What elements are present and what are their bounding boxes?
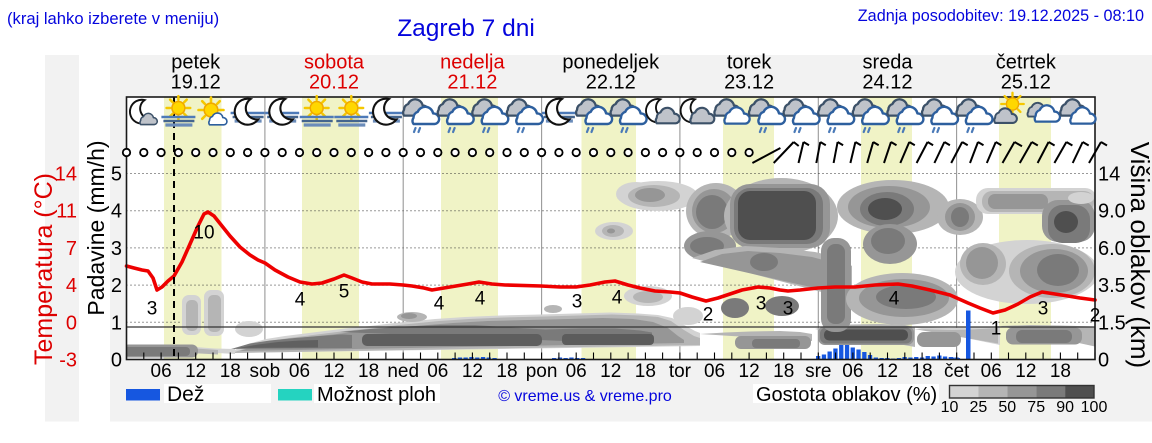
- svg-text:1.5: 1.5: [1098, 312, 1126, 334]
- svg-text:06: 06: [289, 361, 310, 382]
- svg-text:50: 50: [998, 399, 1016, 416]
- svg-text:18: 18: [773, 361, 794, 382]
- svg-text:nedelja: nedelja: [440, 52, 505, 74]
- svg-text:pon: pon: [526, 361, 558, 382]
- svg-text:3: 3: [783, 299, 794, 320]
- svg-text:1: 1: [111, 312, 122, 334]
- svg-text:4: 4: [66, 275, 77, 297]
- svg-text:5: 5: [111, 164, 122, 186]
- svg-text:25.12: 25.12: [1001, 72, 1051, 94]
- svg-text:3: 3: [147, 299, 158, 320]
- svg-text:4: 4: [889, 289, 900, 310]
- svg-text:4: 4: [475, 289, 486, 310]
- svg-text:-3: -3: [59, 350, 77, 372]
- svg-text:11: 11: [56, 201, 77, 223]
- svg-text:90: 90: [1056, 399, 1074, 416]
- svg-text:0: 0: [66, 312, 77, 334]
- svg-text:3.5: 3.5: [1098, 275, 1126, 297]
- svg-text:torek: torek: [727, 52, 772, 74]
- svg-text:sob: sob: [250, 361, 281, 382]
- svg-text:3: 3: [111, 238, 122, 260]
- svg-text:3: 3: [756, 294, 767, 315]
- svg-text:0: 0: [111, 350, 122, 372]
- svg-text:Gostota oblakov (%): Gostota oblakov (%): [756, 384, 937, 406]
- svg-text:12: 12: [323, 361, 344, 382]
- svg-text:ponedeljek: ponedeljek: [562, 52, 660, 74]
- svg-text:4: 4: [612, 288, 623, 309]
- svg-text:sreda: sreda: [862, 52, 913, 74]
- svg-text:06: 06: [704, 361, 725, 382]
- svg-text:Dež: Dež: [167, 383, 204, 406]
- svg-text:12: 12: [1015, 361, 1036, 382]
- svg-text:2: 2: [1090, 306, 1101, 327]
- svg-text:21.12: 21.12: [447, 72, 497, 94]
- svg-text:sre: sre: [805, 361, 831, 382]
- svg-text:23.12: 23.12: [724, 72, 774, 94]
- svg-text:Padavine (mm/h): Padavine (mm/h): [83, 140, 109, 315]
- svg-text:tor: tor: [669, 361, 692, 382]
- svg-text:Zagreb 7 dni: Zagreb 7 dni: [397, 15, 535, 42]
- svg-text:(kraj lahko izberete v meniju): (kraj lahko izberete v meniju): [7, 9, 219, 28]
- svg-text:18: 18: [1050, 361, 1071, 382]
- svg-text:2: 2: [703, 305, 714, 326]
- svg-text:18: 18: [358, 361, 379, 382]
- svg-text:18: 18: [635, 361, 656, 382]
- svg-text:4: 4: [434, 294, 445, 315]
- svg-text:06: 06: [151, 361, 172, 382]
- svg-text:12: 12: [600, 361, 621, 382]
- svg-text:100: 100: [1081, 399, 1108, 416]
- svg-text:petek: petek: [171, 52, 221, 74]
- svg-text:12: 12: [877, 361, 898, 382]
- svg-text:25: 25: [970, 399, 988, 416]
- svg-text:06: 06: [566, 361, 587, 382]
- svg-text:20.12: 20.12: [309, 72, 359, 94]
- svg-text:24.12: 24.12: [862, 72, 912, 94]
- svg-text:sobota: sobota: [304, 52, 365, 74]
- svg-text:75: 75: [1027, 399, 1045, 416]
- svg-text:3: 3: [572, 292, 583, 313]
- svg-text:ned: ned: [387, 361, 419, 382]
- svg-text:12: 12: [185, 361, 206, 382]
- svg-text:Temperatura (°C): Temperatura (°C): [30, 173, 58, 365]
- svg-text:6.0: 6.0: [1098, 238, 1126, 260]
- svg-text:7: 7: [66, 238, 77, 260]
- svg-text:© vreme.us & vreme.pro: © vreme.us & vreme.pro: [498, 388, 672, 405]
- svg-text:4: 4: [111, 201, 122, 223]
- svg-text:1: 1: [991, 319, 1002, 340]
- svg-text:9.0: 9.0: [1098, 201, 1126, 223]
- svg-text:Zadnja posodobitev: 19.12.2025: Zadnja posodobitev: 19.12.2025 - 08:10: [858, 7, 1144, 25]
- svg-text:18: 18: [220, 361, 241, 382]
- svg-text:14: 14: [55, 164, 77, 186]
- svg-text:0: 0: [1098, 350, 1109, 372]
- svg-text:12: 12: [462, 361, 483, 382]
- svg-text:5: 5: [339, 282, 350, 303]
- svg-text:2: 2: [111, 275, 122, 297]
- svg-text:Višina oblakov (km): Višina oblakov (km): [1125, 142, 1152, 368]
- svg-text:18: 18: [496, 361, 517, 382]
- svg-text:12: 12: [739, 361, 760, 382]
- svg-text:4: 4: [295, 290, 306, 311]
- svg-text:čet: čet: [944, 361, 970, 382]
- svg-text:14: 14: [1098, 164, 1120, 186]
- svg-text:10: 10: [193, 223, 214, 244]
- svg-text:06: 06: [842, 361, 863, 382]
- svg-text:06: 06: [981, 361, 1002, 382]
- svg-text:06: 06: [427, 361, 448, 382]
- svg-text:22.12: 22.12: [586, 72, 636, 94]
- svg-text:19.12: 19.12: [171, 72, 221, 94]
- svg-text:18: 18: [911, 361, 932, 382]
- svg-text:Možnost ploh: Možnost ploh: [317, 384, 436, 406]
- svg-text:3: 3: [1038, 299, 1049, 320]
- svg-text:10: 10: [941, 399, 959, 416]
- svg-text:četrtek: četrtek: [996, 52, 1057, 74]
